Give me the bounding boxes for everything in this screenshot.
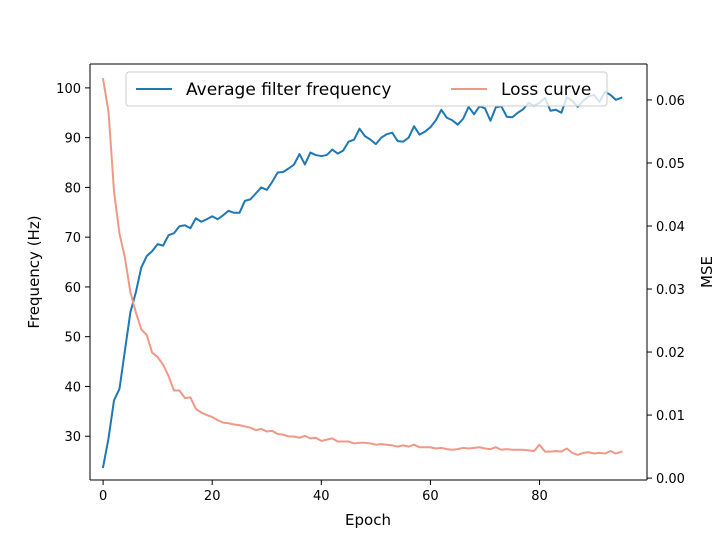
x-axis-ticks: 0 20 40 60 80 <box>99 480 548 504</box>
y-left-tick-label: 60 <box>64 281 81 296</box>
legend: Average filter frequency Loss curve <box>125 71 608 107</box>
x-tick-label: 0 <box>99 489 107 504</box>
y-left-tick-label: 40 <box>64 380 81 395</box>
legend-label-loss: Loss curve <box>501 80 591 100</box>
y-left-tick-label: 90 <box>64 132 81 147</box>
legend-label-frequency: Average filter frequency <box>186 80 391 100</box>
x-axis-label: Epoch <box>345 511 391 529</box>
legend-box <box>125 71 608 107</box>
y-right-tick-label: 0.01 <box>656 409 685 424</box>
x-tick-label: 40 <box>313 489 330 504</box>
y-left-tick-label: 50 <box>64 331 81 346</box>
y-right-tick-label: 0.04 <box>656 220 685 235</box>
y-left-tick-label: 30 <box>64 430 81 445</box>
y-right-tick-label: 0.02 <box>656 346 685 361</box>
y-left-axis-label: Frequency (Hz) <box>25 215 43 328</box>
series-line-loss <box>101 77 623 456</box>
axes-frame <box>89 63 648 481</box>
x-tick-label: 60 <box>422 489 439 504</box>
y-right-tick-label: 0.03 <box>656 283 685 298</box>
x-tick-label: 80 <box>531 489 548 504</box>
x-tick-label: 20 <box>204 489 221 504</box>
y-left-axis-ticks: 30 40 50 60 70 80 90 100 <box>56 82 90 445</box>
y-right-tick-label: 0.06 <box>656 94 685 109</box>
y-right-tick-label: 0.05 <box>656 157 685 172</box>
y-left-tick-label: 70 <box>64 231 81 246</box>
y-right-tick-label: 0.00 <box>656 472 685 487</box>
y-left-tick-label: 100 <box>56 82 81 97</box>
y-left-tick-label: 80 <box>64 181 81 196</box>
y-right-axis-label: MSE <box>698 256 716 288</box>
y-right-axis-ticks: 0.00 0.01 0.02 0.03 0.04 0.05 0.06 <box>647 94 685 487</box>
plot-area <box>90 64 647 480</box>
